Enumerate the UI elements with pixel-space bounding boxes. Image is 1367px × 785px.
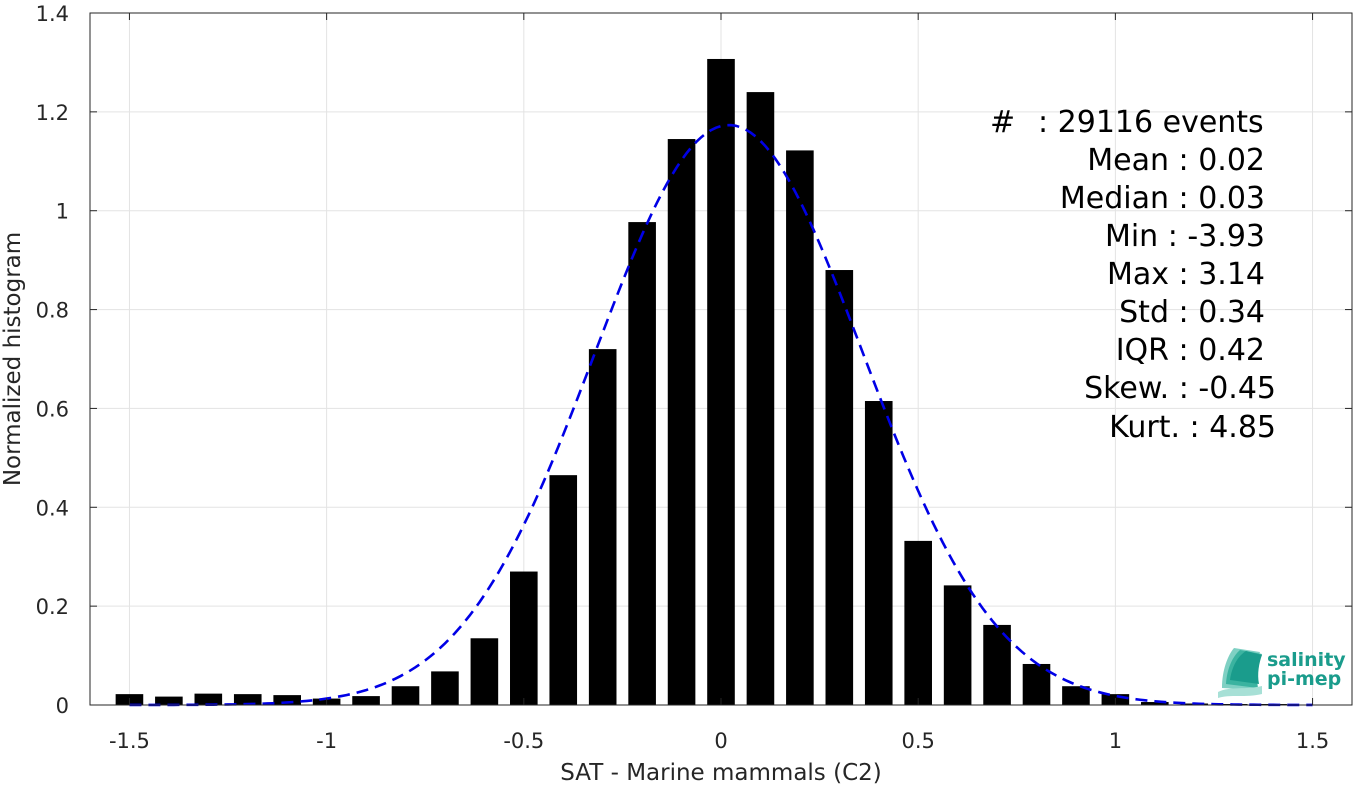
histogram-bar bbox=[273, 695, 301, 705]
y-tick-label: 1 bbox=[56, 200, 69, 224]
stats-kurt-value: : 4.85 bbox=[1190, 410, 1276, 445]
stats-skew-value: : -0.45 bbox=[1179, 371, 1276, 406]
stats-block: # : 29116 events Mean : 0.02 Median : 0.… bbox=[990, 105, 1276, 445]
stats-median: Median : 0.03 bbox=[1060, 181, 1265, 216]
histogram-bar bbox=[786, 150, 814, 705]
histogram-bar bbox=[904, 540, 932, 705]
y-tick-label: 0.4 bbox=[36, 496, 69, 520]
stats-iqr: IQR : 0.42 bbox=[1116, 333, 1265, 368]
stats-std-label: Std bbox=[1119, 295, 1169, 330]
stats-max-value: : 3.14 bbox=[1179, 257, 1265, 292]
y-tick-label: 0.8 bbox=[36, 299, 69, 323]
x-tick-label: 1 bbox=[1109, 729, 1122, 753]
histogram-bar bbox=[1141, 702, 1169, 705]
stats-max: Max : 3.14 bbox=[1107, 257, 1265, 292]
logo-line-2: pi-mep bbox=[1267, 668, 1341, 690]
histogram-bar bbox=[1062, 686, 1090, 705]
histogram-bar bbox=[155, 696, 183, 705]
histogram-bar bbox=[864, 401, 893, 705]
histogram-bar bbox=[943, 585, 972, 705]
stats-events: # : 29116 events bbox=[990, 105, 1264, 140]
salinity-pi-mep-logo: salinity pi-mep bbox=[1218, 648, 1346, 698]
x-tick-label: 0.5 bbox=[901, 729, 934, 753]
histogram-bar bbox=[194, 693, 223, 705]
stats-mean: Mean : 0.02 bbox=[1087, 143, 1265, 178]
y-axis-label: Normalized histogram bbox=[0, 232, 26, 486]
histogram-bar bbox=[510, 571, 538, 705]
histogram-bar bbox=[470, 638, 499, 705]
histogram-bar bbox=[352, 696, 380, 705]
logo-wave-icon bbox=[1218, 648, 1262, 698]
histogram-bar bbox=[391, 686, 420, 705]
stats-std: Std : 0.34 bbox=[1119, 295, 1265, 330]
histogram-bar bbox=[588, 349, 617, 705]
histogram-bar bbox=[667, 139, 696, 706]
x-tick-labels: -1.5 -1 -0.5 0 0.5 1 1.5 bbox=[109, 729, 1329, 753]
stats-kurt-label: Kurt. bbox=[1109, 410, 1180, 445]
stats-min-value: : -3.93 bbox=[1168, 219, 1265, 254]
stats-iqr-label: IQR bbox=[1116, 333, 1169, 368]
stats-min-label: Min bbox=[1105, 219, 1158, 254]
y-tick-label: 0 bbox=[56, 694, 69, 718]
histogram-bar bbox=[233, 694, 262, 705]
stats-skew-label: Skew. bbox=[1084, 371, 1169, 406]
y-tick-label: 1.4 bbox=[36, 2, 69, 26]
stats-events-value: : 29116 events bbox=[1038, 105, 1264, 140]
stats-mean-value: : 0.02 bbox=[1179, 143, 1265, 178]
histogram-bar bbox=[707, 58, 735, 706]
histogram-bars bbox=[115, 58, 1327, 706]
stats-mean-label: Mean bbox=[1087, 143, 1169, 178]
stats-std-value: : 0.34 bbox=[1179, 295, 1265, 330]
stats-skew: Skew. : -0.45 bbox=[1084, 371, 1276, 406]
y-tick-label: 1.2 bbox=[36, 101, 69, 125]
stats-events-symbol: # bbox=[990, 105, 1015, 140]
axis-ticks bbox=[90, 12, 1352, 706]
stats-iqr-value: : 0.42 bbox=[1179, 333, 1265, 368]
logo-line-1: salinity bbox=[1267, 649, 1346, 671]
x-tick-label: 1.5 bbox=[1296, 729, 1329, 753]
histogram-bar bbox=[746, 92, 775, 706]
stats-min: Min : -3.93 bbox=[1105, 219, 1265, 254]
x-tick-label: -1 bbox=[316, 729, 337, 753]
histogram-bar bbox=[825, 270, 854, 705]
histogram-bar bbox=[628, 222, 656, 705]
x-tick-label: -1.5 bbox=[109, 729, 150, 753]
x-tick-label: 0 bbox=[714, 729, 727, 753]
stats-max-label: Max bbox=[1107, 257, 1169, 292]
y-tick-labels: 0 0.2 0.4 0.6 0.8 1 1.2 1.4 bbox=[36, 2, 69, 718]
stats-kurt: Kurt. : 4.85 bbox=[1109, 410, 1276, 445]
y-tick-label: 0.6 bbox=[36, 397, 69, 421]
stats-median-value: : 0.03 bbox=[1179, 181, 1265, 216]
y-tick-label: 0.2 bbox=[36, 595, 69, 619]
x-tick-label: -0.5 bbox=[503, 729, 544, 753]
x-axis-label: SAT - Marine mammals (C2) bbox=[560, 760, 882, 785]
stats-median-label: Median bbox=[1060, 181, 1169, 216]
histogram-bar bbox=[431, 671, 459, 705]
histogram-bar bbox=[549, 475, 578, 705]
